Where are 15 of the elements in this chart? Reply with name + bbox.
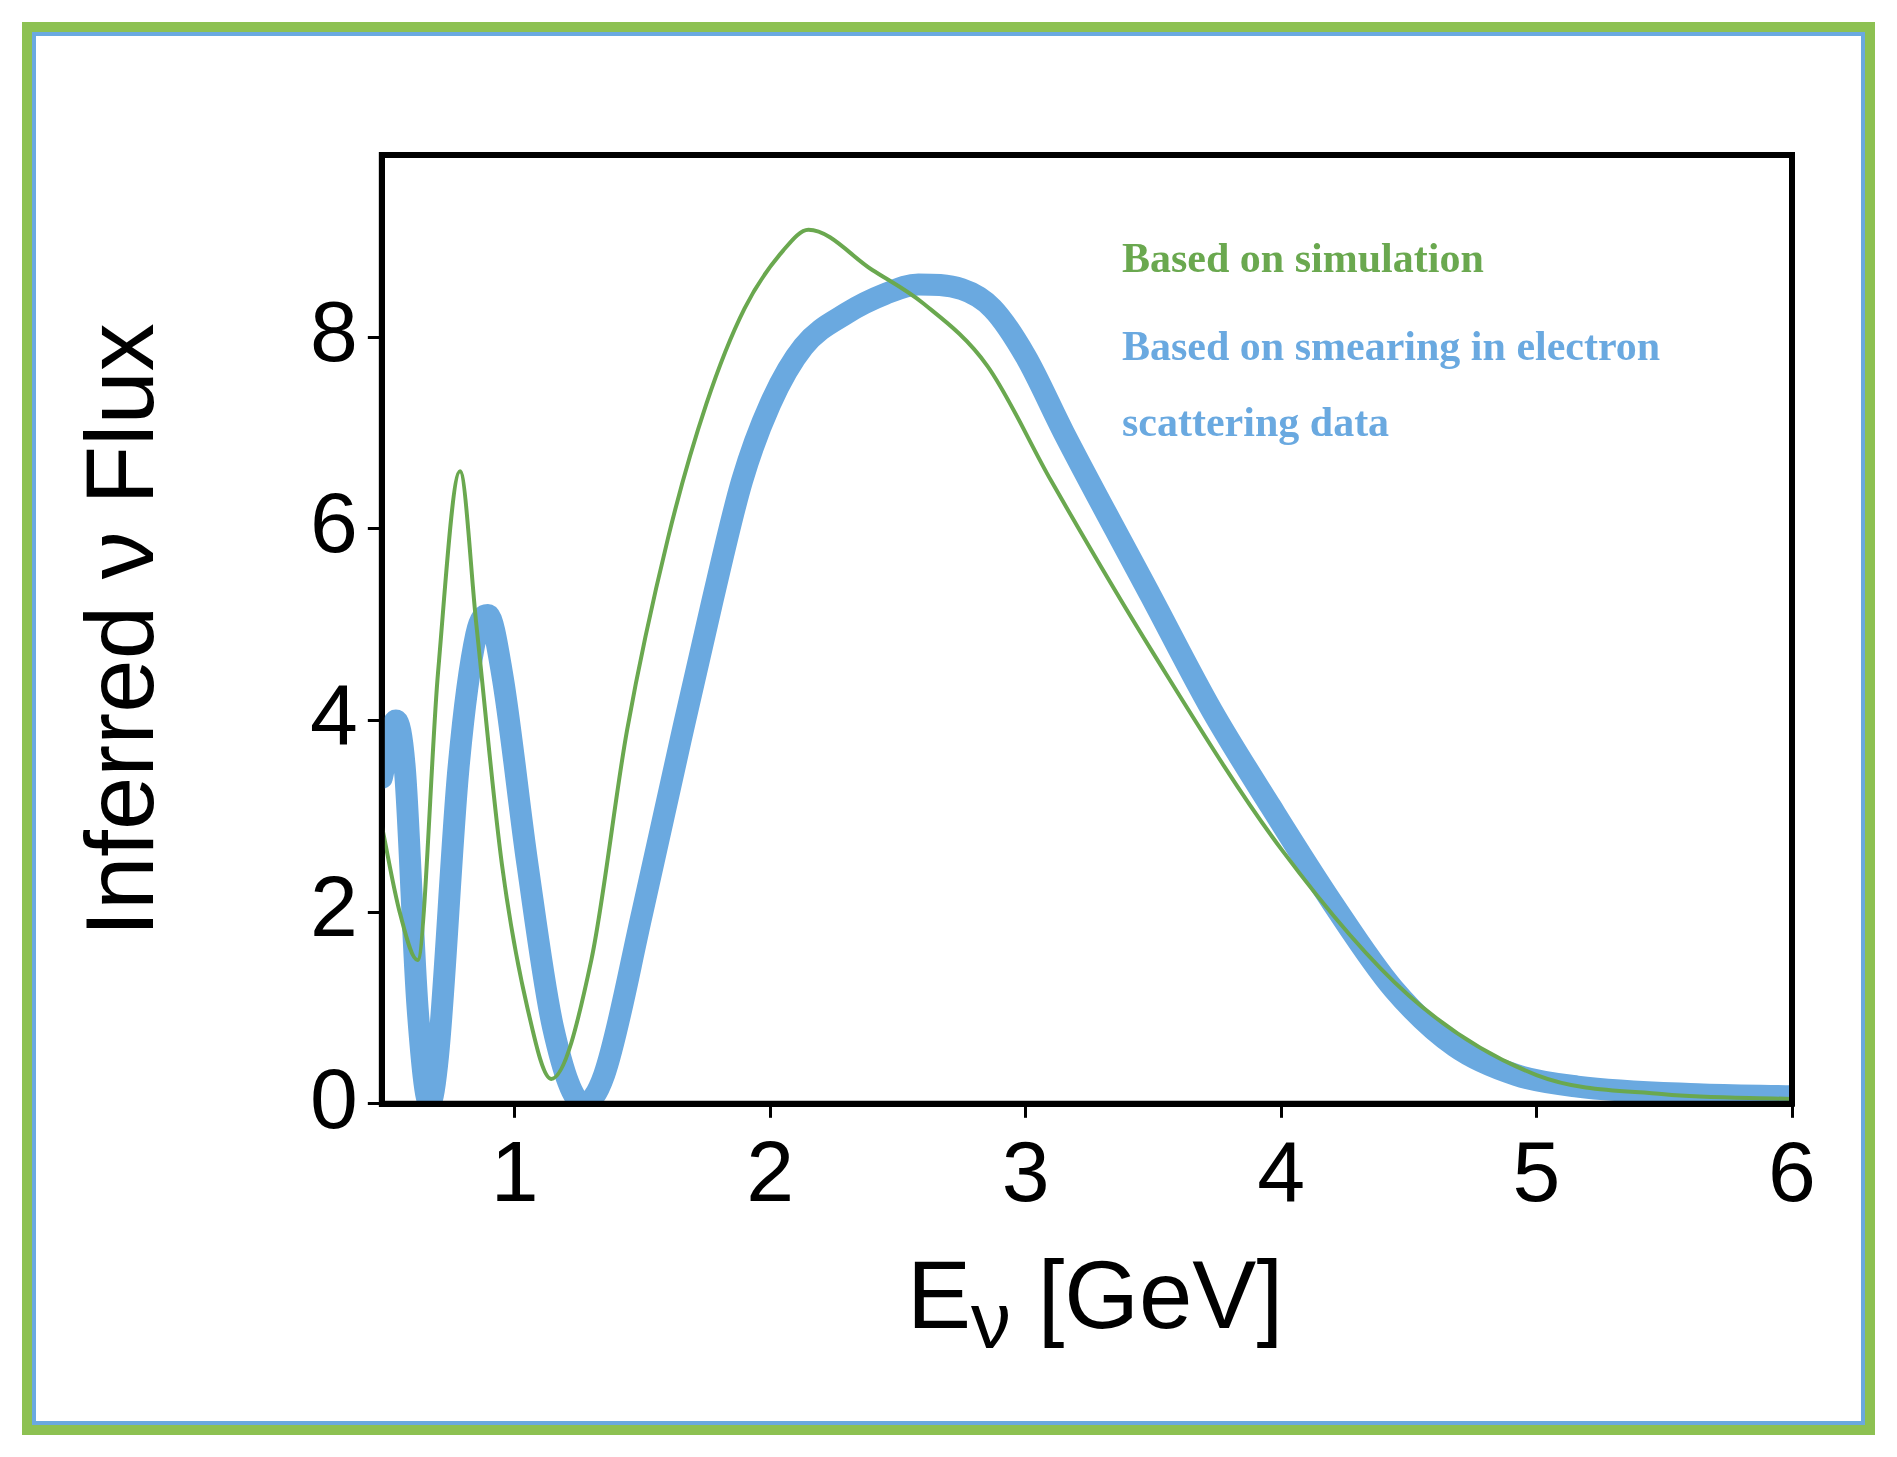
y-tick-label: 6 [309,474,358,571]
x-tick-label: 3 [1001,1123,1050,1220]
text: Based on simulation [1122,234,1484,281]
y-tick-label: 8 [309,282,358,379]
series-label: Based on smearing in electron scattering data [1122,322,1661,445]
x-tick-label: 4 [1257,1123,1305,1220]
x-tick-label: 2 [746,1123,795,1220]
y-tick-label: 2 [309,857,358,954]
x-axis-title: E$_{ν}$ [GeV] [905,1240,1285,1368]
x-tick-label: 5 [1512,1123,1561,1220]
y-tick-label: 0 [309,1049,358,1146]
x-tick-label: 1 [490,1123,539,1220]
y-tick-label: 4 [309,666,358,763]
x-tick-label: 6 [1768,1123,1816,1220]
y-axis-title: Inferred ν Flux [65,323,174,937]
